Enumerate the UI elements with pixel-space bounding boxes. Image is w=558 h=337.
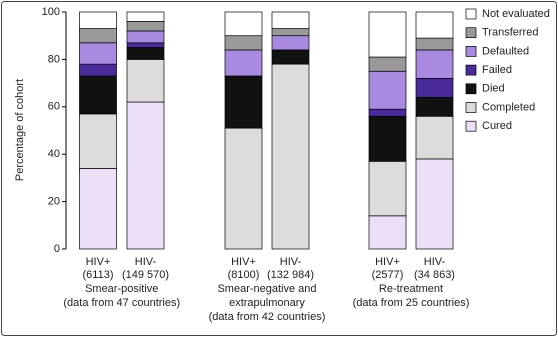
bar-segment: [415, 96, 454, 117]
y-tick-label: 0: [54, 243, 60, 255]
x-tick-count: (2577): [372, 269, 404, 281]
bar-segment: [126, 59, 165, 103]
group-label: Smear-positive: [85, 283, 158, 295]
y-tick-label: 40: [48, 148, 60, 160]
x-tick-count: (6113): [83, 269, 114, 281]
x-tick-label: HIV-: [424, 256, 446, 268]
bar-segment: [79, 11, 117, 29]
x-tick-count: (132 984): [267, 269, 314, 281]
bar-segment: [368, 115, 407, 162]
legend-swatch: [465, 64, 477, 76]
y-tick-label: 20: [48, 196, 60, 208]
legend-label: Failed: [482, 64, 512, 76]
bar-segment: [271, 49, 310, 65]
y-tick-label: 100: [42, 6, 60, 18]
bar-segment: [79, 75, 117, 115]
legend-label: Not evaluated: [482, 8, 550, 20]
bar-segment: [415, 115, 454, 160]
bar-segment: [79, 168, 117, 250]
bar-segment: [126, 30, 165, 44]
group-label: Smear-negative and: [217, 283, 316, 295]
bar-segment: [126, 101, 165, 250]
legend-label: Completed: [482, 101, 535, 113]
bar-segment: [79, 42, 117, 65]
bar-segment: [224, 35, 263, 51]
bar-segment: [368, 11, 407, 58]
bar-segment: [224, 127, 263, 250]
legend-swatch: [465, 120, 477, 132]
bar-segment: [79, 28, 117, 44]
legend-label: Cured: [482, 120, 512, 132]
group-label: (data from 47 countries): [63, 297, 180, 309]
x-tick-count: (8100): [228, 269, 260, 281]
bar-segment: [368, 70, 407, 110]
x-tick-label: HIV-: [135, 256, 157, 268]
bar-segment: [224, 49, 263, 77]
x-tick-count: (149 570): [122, 269, 169, 281]
bar-segment: [368, 215, 407, 250]
bar-segment: [368, 56, 407, 72]
group-label: extrapulmonary: [229, 297, 305, 309]
x-tick-label: HIV+: [86, 256, 111, 268]
bar-segment: [126, 21, 165, 32]
y-tick-label: 60: [48, 101, 60, 113]
x-tick-label: HIV-: [280, 256, 302, 268]
x-tick-label: HIV+: [375, 256, 400, 268]
group-label: Re-treatment: [379, 283, 443, 295]
bar-segment: [271, 63, 310, 250]
y-axis-label: Percentage of cohort: [14, 79, 26, 181]
bar-segment: [126, 42, 165, 48]
legend-swatch: [465, 46, 477, 57]
bar-segment: [415, 49, 454, 79]
bar-segment: [415, 158, 454, 250]
bar-segment: [415, 11, 454, 39]
legend-label: Transferred: [482, 27, 538, 39]
bar-segment: [126, 11, 165, 22]
bar-segment: [271, 11, 310, 29]
x-tick-label: HIV+: [231, 256, 256, 268]
x-tick-count: (34 863): [414, 269, 455, 281]
group-label: (data from 42 countries): [209, 311, 326, 323]
legend-swatch: [465, 102, 477, 113]
bar-segment: [224, 75, 263, 129]
legend-label: Defaulted: [482, 45, 529, 57]
bar-segment: [79, 113, 117, 169]
legend-swatch: [465, 83, 477, 95]
bar-segment: [415, 78, 454, 98]
bar-segment: [224, 11, 263, 37]
bar-segment: [368, 160, 407, 217]
y-tick-label: 80: [48, 53, 60, 65]
bar-segment: [271, 28, 310, 37]
bar-segment: [271, 35, 310, 51]
bar-segment: [126, 47, 165, 60]
group-label: (data from 25 countries): [353, 297, 470, 309]
legend-swatch: [465, 27, 477, 39]
legend-label: Died: [482, 83, 505, 95]
bar-segment: [79, 63, 117, 77]
legend-swatch: [465, 8, 477, 20]
bar-segment: [368, 108, 407, 117]
bar-segment: [415, 37, 454, 51]
